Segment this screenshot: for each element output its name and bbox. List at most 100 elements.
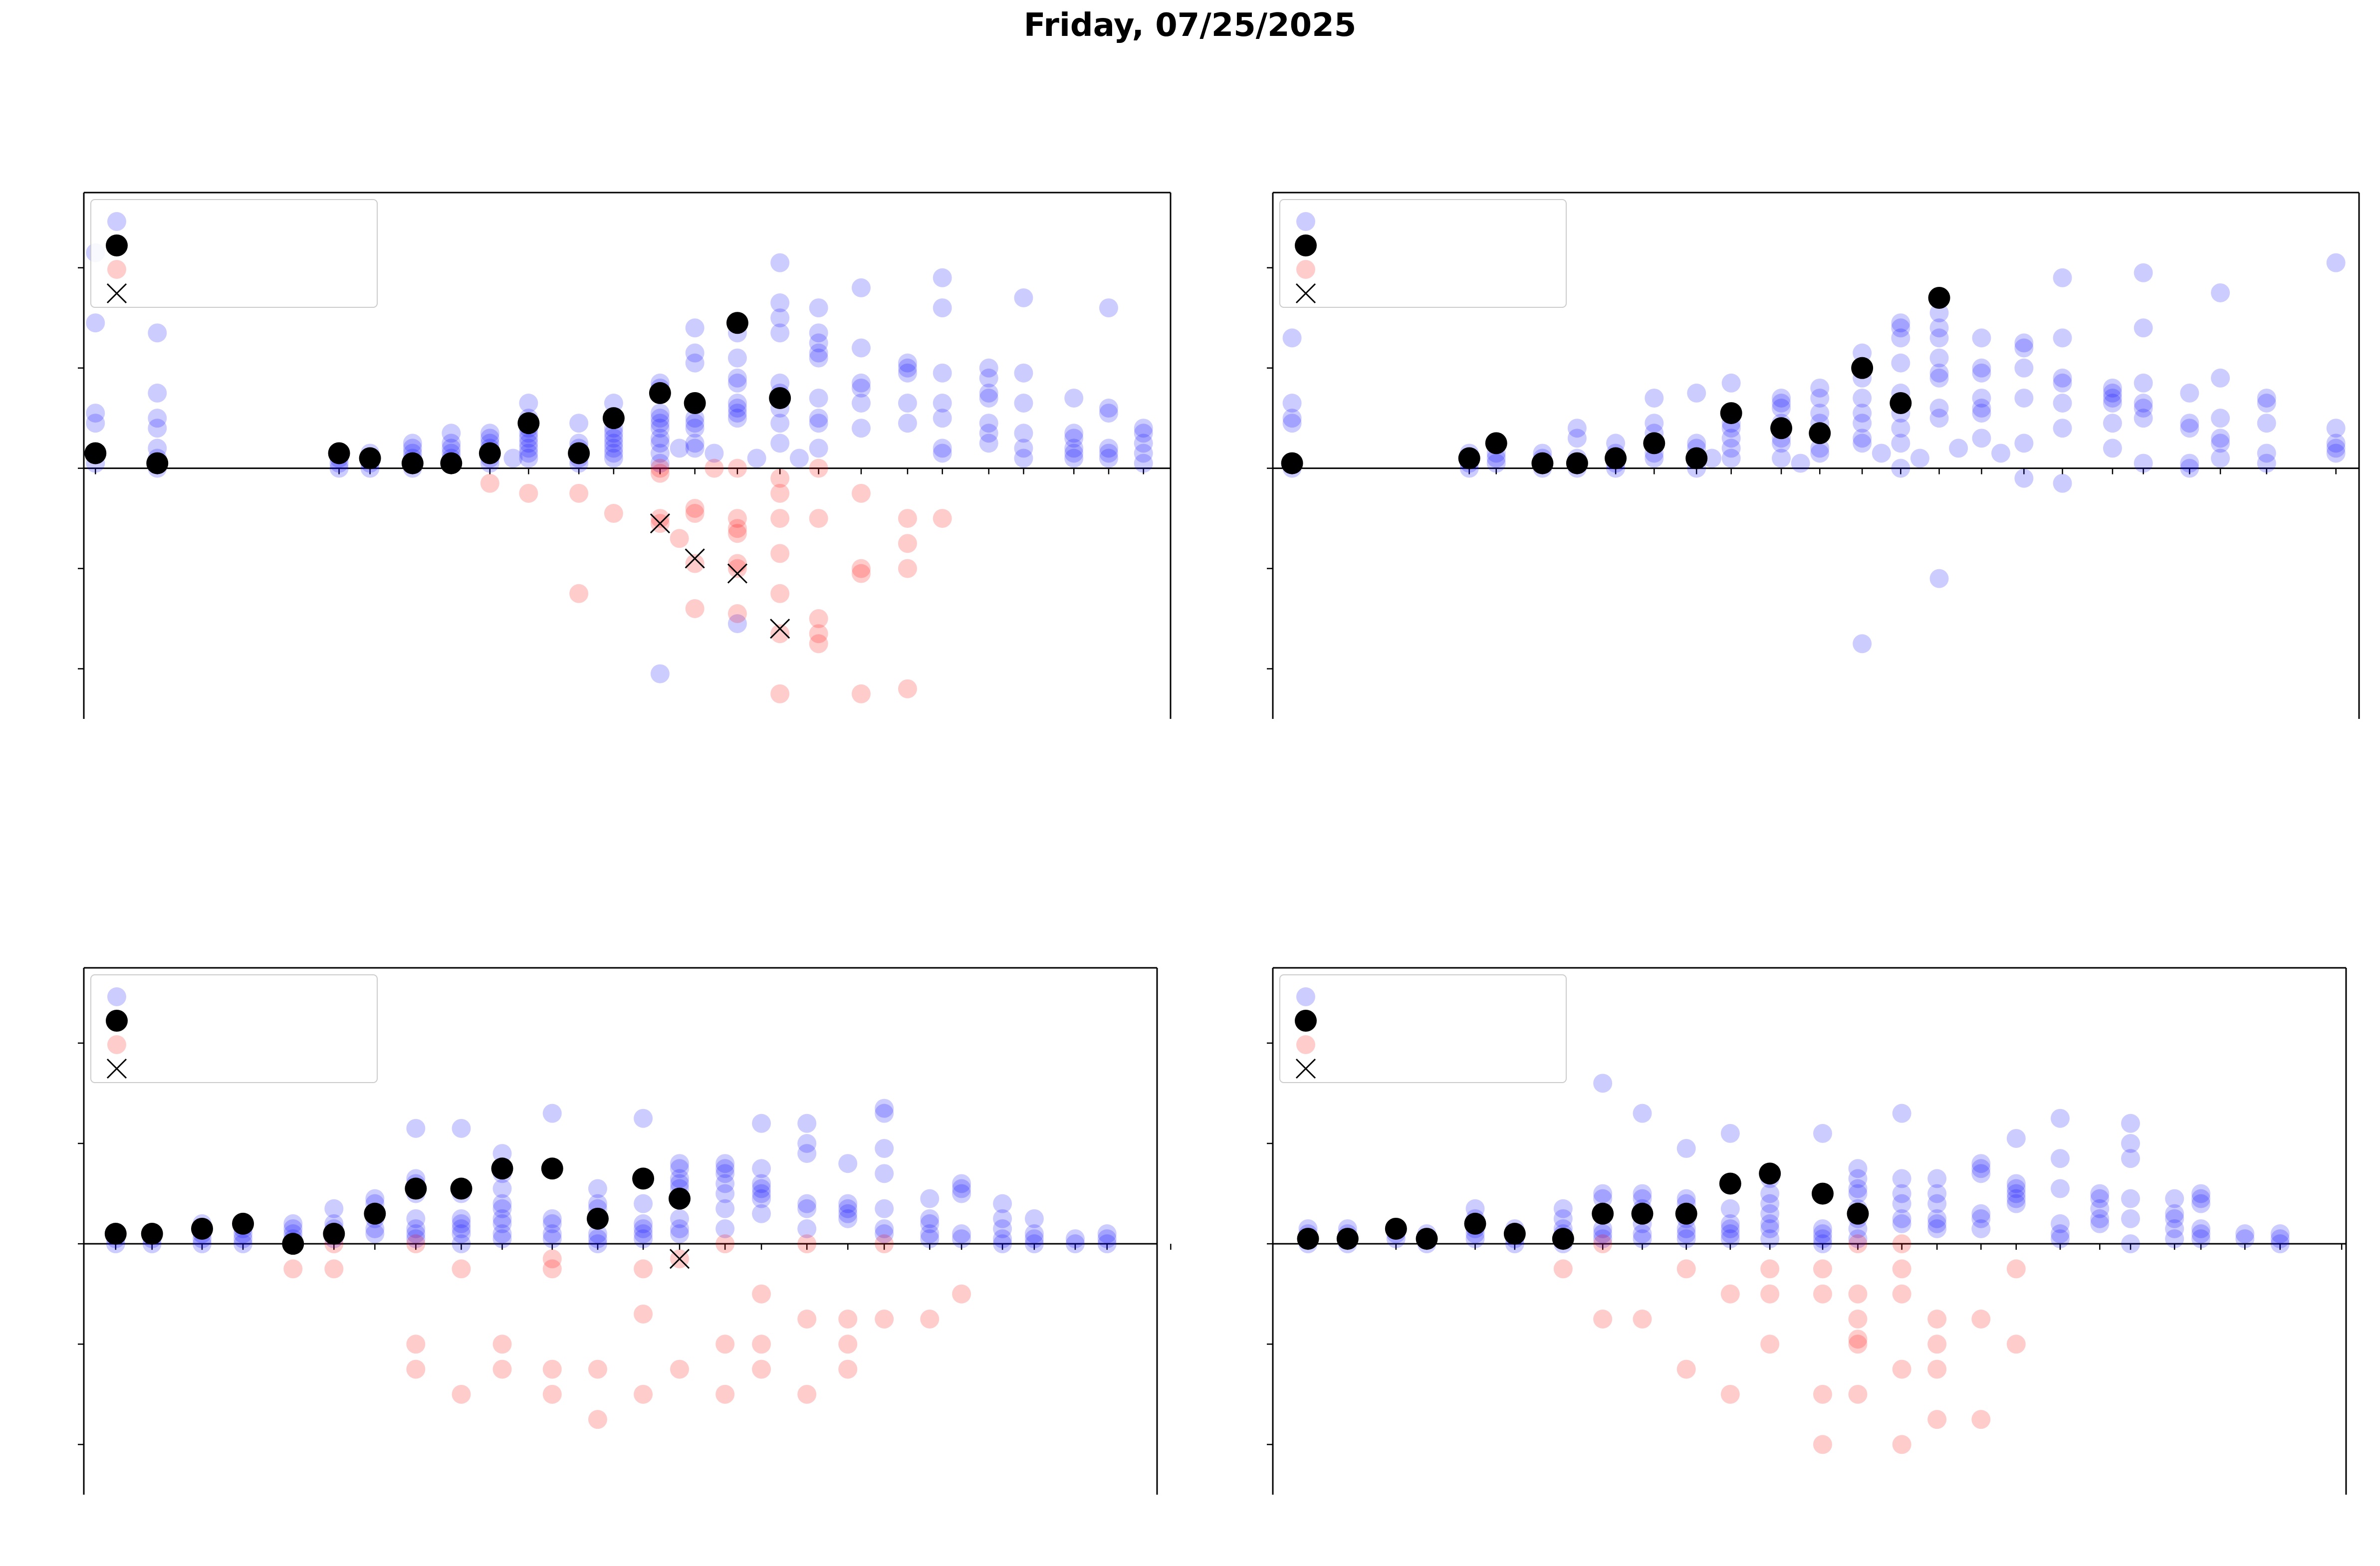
today-sellout-marker	[685, 548, 705, 569]
historic-departure-point	[2050, 1229, 2070, 1249]
today-departure-point	[1770, 417, 1793, 440]
historic-departure-point	[2006, 1174, 2026, 1193]
historic-departure-point	[752, 1204, 771, 1223]
historic-departure-point	[809, 323, 828, 343]
today-departure-point	[1759, 1162, 1781, 1185]
historic-departure-point	[1853, 634, 1872, 654]
historic-departure-point	[1024, 1209, 1044, 1228]
historic-departure-point	[809, 409, 828, 428]
historic-sellout-point	[1760, 1259, 1780, 1279]
legend-historic-departure-marker	[107, 987, 126, 1006]
historic-departure-point	[797, 1194, 817, 1213]
today-departure-point	[141, 1223, 163, 1245]
historic-departure-point	[365, 1224, 385, 1244]
historic-departure-point	[406, 1209, 426, 1228]
historic-departure-point	[705, 444, 724, 463]
today-departure-point	[1890, 392, 1912, 414]
legend-historic-sellout-marker	[1296, 1035, 1315, 1054]
legend-historic-departure-marker	[1296, 212, 1315, 231]
historic-departure-point	[1567, 429, 1587, 448]
historic-departure-point	[442, 424, 461, 443]
historic-departure-point	[2050, 1179, 2070, 1198]
today-departure-point	[478, 442, 501, 464]
historic-departure-point	[452, 1234, 471, 1254]
historic-sellout-point	[770, 509, 790, 528]
historic-departure-point	[1676, 1224, 1696, 1244]
historic-departure-point	[838, 1204, 858, 1223]
historic-sellout-point	[1848, 1335, 1868, 1354]
historic-departure-point	[715, 1174, 735, 1193]
historic-departure-point	[670, 439, 689, 458]
historic-departure-point	[2053, 373, 2072, 393]
legend-historic-sellout-marker	[1296, 260, 1315, 279]
historic-departure-point	[1972, 388, 1991, 408]
historic-departure-point	[1910, 448, 1929, 468]
historic-sellout-point	[875, 1234, 894, 1254]
historic-departure-point	[952, 1229, 971, 1249]
historic-departure-point	[403, 439, 422, 458]
historic-departure-point	[770, 308, 790, 328]
historic-departure-point	[1813, 1234, 1832, 1254]
historic-sellout-point	[797, 1234, 817, 1254]
historic-departure-point	[670, 1219, 689, 1238]
historic-departure-point	[933, 394, 952, 413]
today-departure-point	[649, 382, 671, 404]
historic-sellout-point	[519, 483, 538, 503]
historic-departure-point	[752, 1159, 771, 1178]
historic-departure-point	[1465, 1229, 1485, 1249]
historic-departure-point	[604, 394, 623, 413]
historic-departure-point	[933, 409, 952, 428]
historic-departure-point	[979, 388, 998, 408]
historic-departure-point	[2103, 414, 2122, 433]
today-departure-point	[602, 407, 625, 430]
historic-departure-point	[685, 419, 705, 438]
historic-departure-point	[727, 394, 747, 413]
historic-departure-point	[650, 419, 670, 438]
historic-departure-point	[442, 434, 461, 453]
historic-departure-point	[920, 1224, 940, 1244]
historic-departure-point	[1676, 1229, 1696, 1249]
historic-departure-point	[952, 1174, 971, 1193]
today-departure-point	[1720, 402, 1742, 425]
historic-sellout-point	[727, 519, 747, 538]
historic-departure-point	[1064, 444, 1084, 463]
historic-departure-point	[1633, 1229, 1652, 1249]
historic-departure-point	[1892, 1184, 1911, 1203]
historic-sellout-point	[1848, 1384, 1868, 1404]
historic-departure-point	[569, 414, 589, 433]
today-departure-point	[1605, 447, 1627, 469]
historic-departure-point	[952, 1179, 971, 1198]
historic-departure-point	[920, 1229, 940, 1249]
historic-departure-point	[1099, 444, 1118, 463]
historic-departure-point	[752, 1174, 771, 1193]
historic-departure-point	[2050, 1214, 2070, 1233]
historic-departure-point	[1972, 399, 1991, 418]
historic-departure-point	[148, 439, 167, 458]
historic-departure-point	[2165, 1229, 2184, 1249]
today-departure-point	[568, 442, 590, 464]
historic-sellout-point	[1848, 1234, 1868, 1254]
historic-departure-point	[1848, 1159, 1868, 1178]
historic-departure-point	[1676, 1219, 1696, 1238]
historic-departure-point	[979, 424, 998, 443]
historic-departure-point	[1760, 1219, 1780, 1238]
historic-sellout-point	[492, 1335, 512, 1354]
historic-departure-point	[2050, 1149, 2070, 1168]
historic-departure-point	[2235, 1224, 2255, 1244]
historic-departure-point	[542, 1224, 562, 1244]
today-departure-point	[401, 452, 424, 474]
historic-departure-point	[2090, 1214, 2110, 1233]
today-departure-point	[1719, 1172, 1741, 1195]
historic-departure-point	[770, 253, 790, 272]
historic-departure-point	[604, 434, 623, 453]
legend-today-departure-marker	[1295, 1010, 1317, 1032]
today-departure-point	[323, 1223, 345, 1245]
historic-departure-point	[875, 1104, 894, 1123]
historic-departure-point	[492, 1194, 512, 1213]
today-departure-point	[1503, 1223, 1526, 1245]
historic-departure-point	[1853, 404, 1872, 423]
historic-departure-point	[2006, 1128, 2026, 1148]
historic-departure-point	[1593, 1184, 1613, 1203]
legend-box	[90, 974, 378, 1083]
